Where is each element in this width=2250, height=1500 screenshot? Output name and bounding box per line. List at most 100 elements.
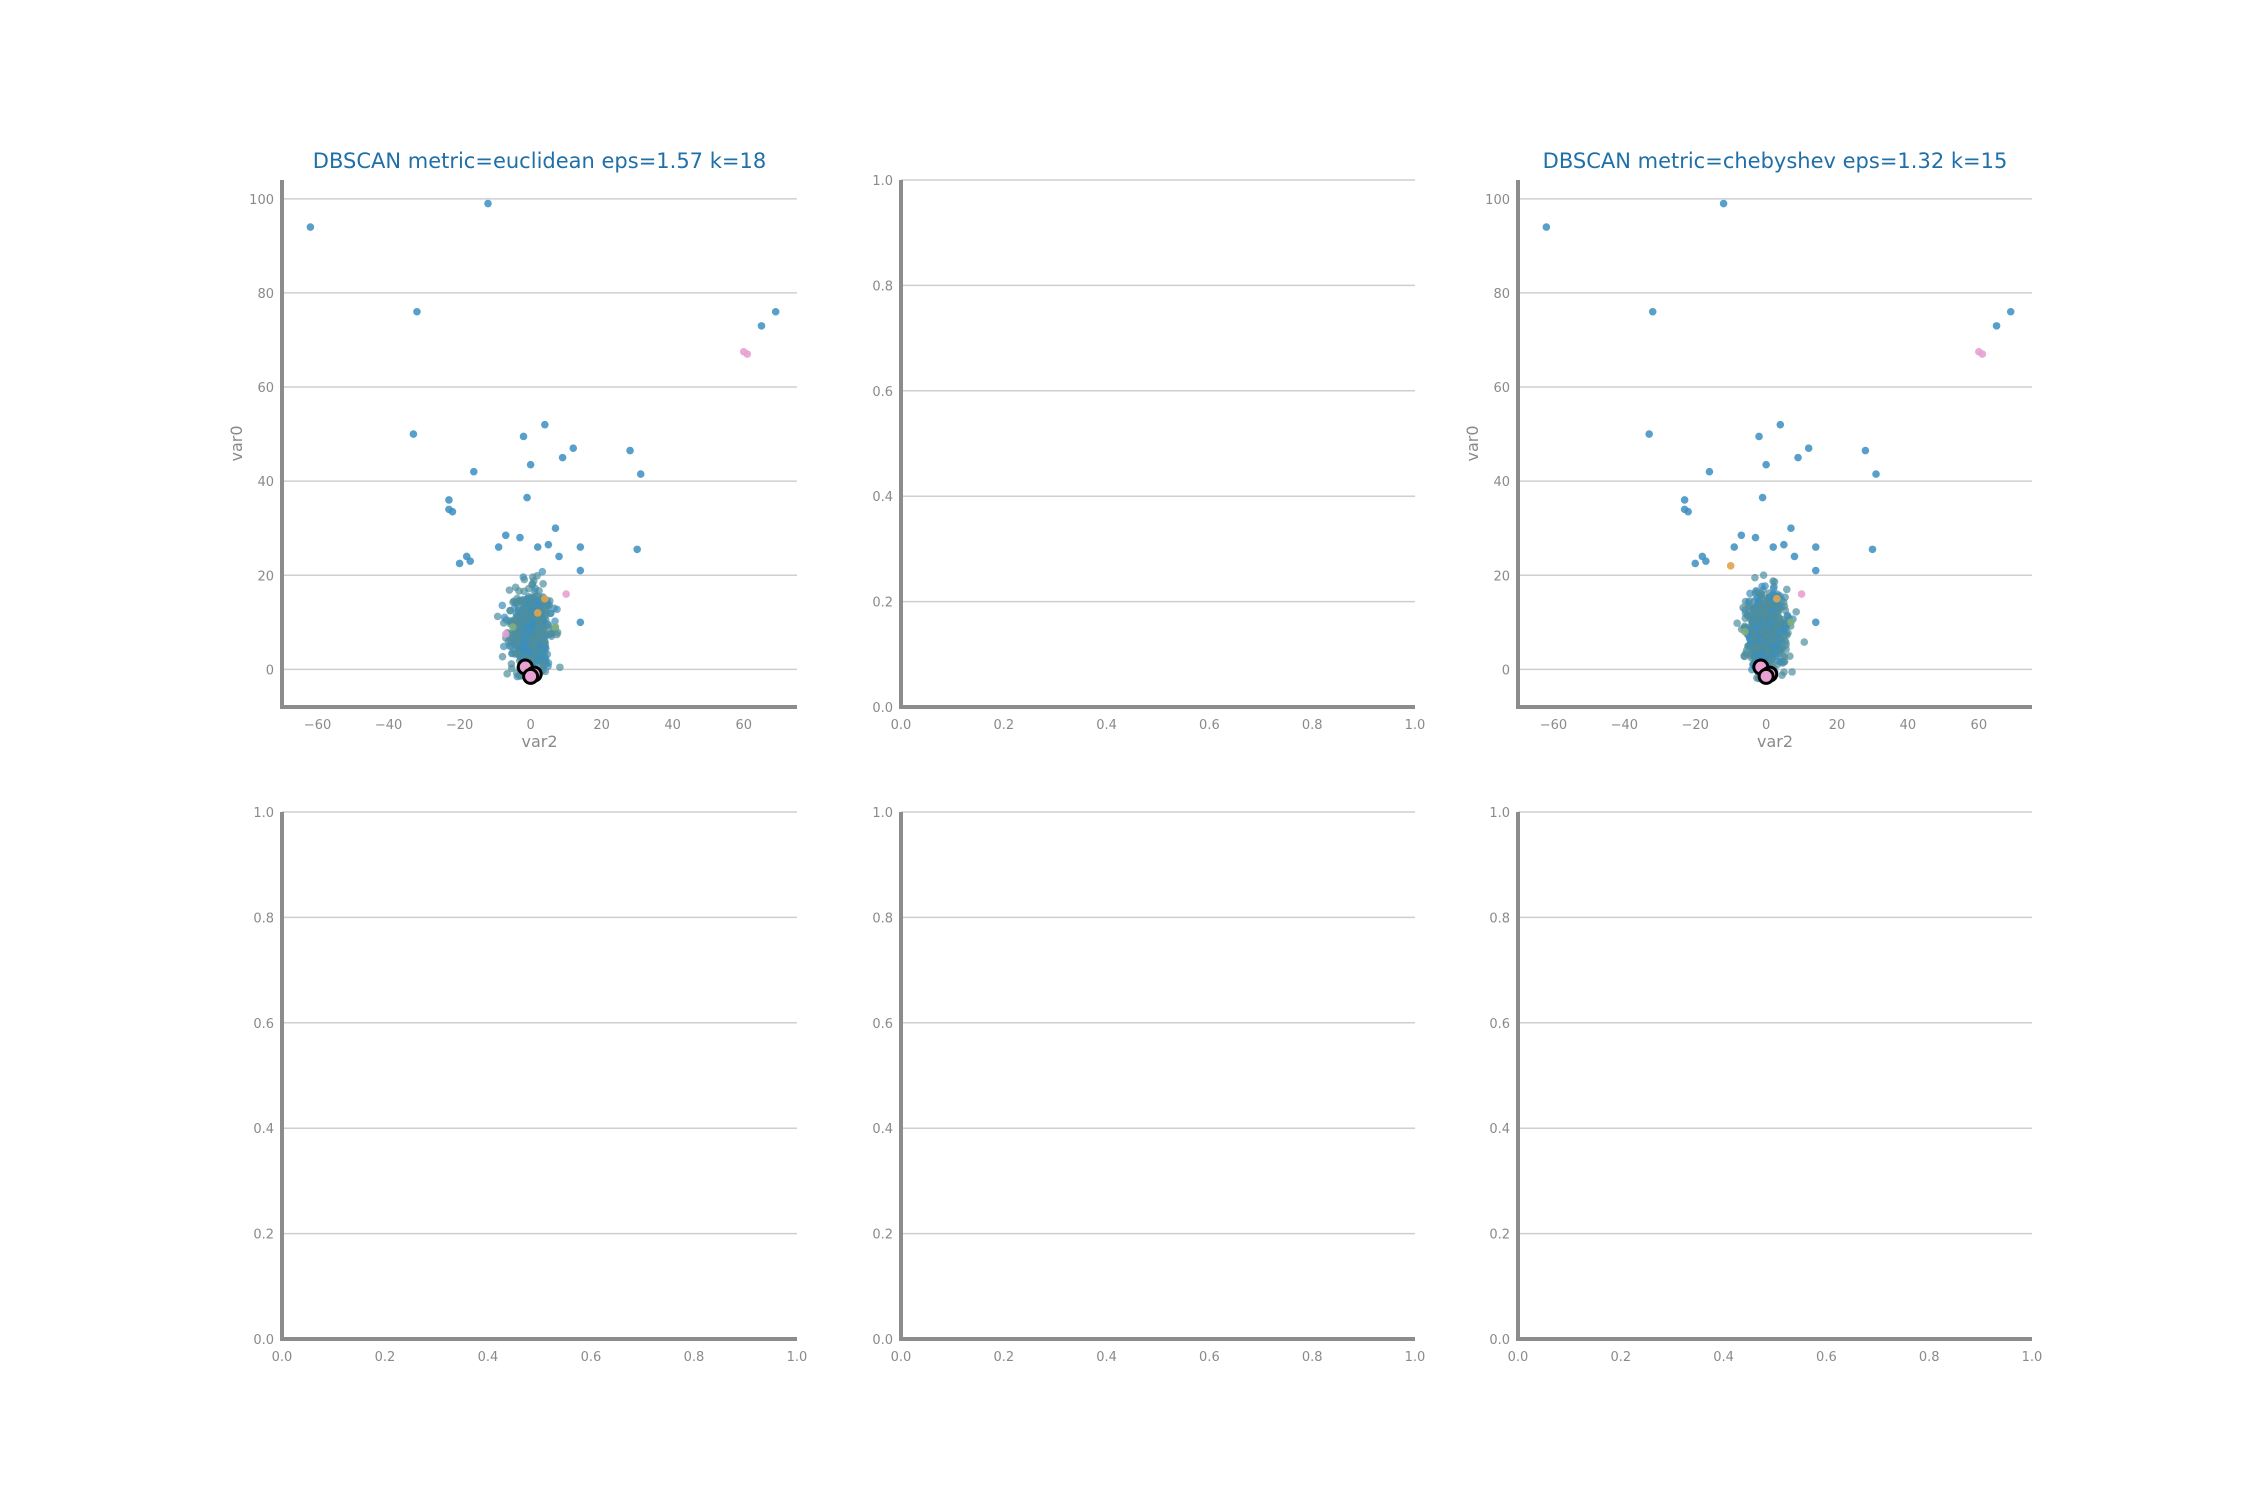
x-tick-label: 1.0 bbox=[1405, 718, 1426, 733]
data-point bbox=[504, 637, 513, 646]
data-point bbox=[1680, 496, 1689, 504]
x-tick-label: 0.2 bbox=[1610, 1350, 1631, 1365]
data-point bbox=[506, 606, 515, 615]
data-point bbox=[1783, 585, 1791, 594]
y-tick-label: 20 bbox=[1493, 569, 1510, 584]
data-point bbox=[469, 467, 478, 476]
data-point bbox=[1762, 460, 1770, 469]
data-point bbox=[626, 446, 634, 455]
y-tick-label: 20 bbox=[257, 569, 274, 584]
data-point bbox=[507, 660, 516, 668]
data-point bbox=[1811, 566, 1820, 575]
data-point bbox=[1773, 661, 1781, 669]
x-tick-label: 0.8 bbox=[1302, 718, 1323, 733]
data-point bbox=[1705, 467, 1714, 476]
x-tick-label: −60 bbox=[1540, 718, 1567, 733]
y-tick-label: 0.6 bbox=[1489, 1017, 1510, 1032]
data-point bbox=[1759, 571, 1768, 579]
data-point bbox=[1751, 533, 1760, 542]
data-point bbox=[541, 667, 550, 676]
x-tick-label: 0.8 bbox=[1919, 1350, 1940, 1365]
data-point bbox=[576, 618, 585, 627]
x-tick-label: 0.6 bbox=[581, 1350, 602, 1365]
x-tick-label: 0.0 bbox=[272, 1350, 293, 1365]
y-tick-label: 0.4 bbox=[253, 1122, 274, 1137]
data-point bbox=[1741, 614, 1750, 623]
x-tick-label: 40 bbox=[664, 718, 681, 733]
data-point bbox=[1992, 322, 2001, 330]
x-tick-label: 0.0 bbox=[891, 1350, 912, 1365]
y-tick-label: 60 bbox=[1493, 381, 1510, 396]
data-point bbox=[569, 444, 578, 453]
x-tick-label: 0.6 bbox=[1199, 718, 1220, 733]
data-point bbox=[1779, 598, 1788, 607]
data-point bbox=[1748, 643, 1757, 651]
data-point bbox=[1775, 613, 1783, 622]
x-tick-label: 0.8 bbox=[1302, 1350, 1323, 1365]
data-point bbox=[528, 580, 537, 588]
centroid-marker bbox=[1757, 667, 1775, 685]
data-point bbox=[1758, 493, 1767, 502]
data-point bbox=[520, 587, 528, 596]
data-point bbox=[1730, 543, 1739, 551]
data-point bbox=[1747, 653, 1755, 662]
data-point bbox=[1783, 631, 1791, 639]
subplot-4: 0.0 0.2 0.4 0.6 0.8 1.0 0.0 0.2 0.4 0.6 0.8 1.0 bbox=[253, 806, 807, 1365]
data-point bbox=[1780, 540, 1788, 549]
x-tick-label: −60 bbox=[304, 718, 331, 733]
x-tick-label: 0.4 bbox=[1096, 1350, 1117, 1365]
data-point bbox=[1788, 668, 1796, 676]
data-point bbox=[1769, 577, 1777, 585]
cluster-point-orange bbox=[1772, 594, 1781, 603]
data-point bbox=[558, 453, 567, 462]
data-point bbox=[1752, 622, 1761, 631]
x-tick-label: 0.4 bbox=[478, 1350, 499, 1365]
data-point bbox=[445, 496, 453, 504]
data-point bbox=[757, 322, 766, 330]
y-tick-label: 0 bbox=[266, 663, 274, 678]
cluster-point-green bbox=[1787, 618, 1795, 627]
cluster-point-green bbox=[509, 623, 517, 631]
x-tick-label: 0.4 bbox=[1096, 718, 1117, 733]
data-point bbox=[499, 642, 508, 651]
y-tick-label: 0.4 bbox=[872, 1122, 893, 1137]
data-point bbox=[1691, 559, 1700, 568]
subplot-2: 0.0 0.2 0.4 0.6 0.8 1.0 0.0 0.2 0.4 0.6 0.8 1.0 bbox=[872, 174, 1425, 733]
data-point bbox=[1751, 573, 1759, 582]
y-tick-label: 0.8 bbox=[872, 911, 893, 926]
y-tick-label: 0.2 bbox=[253, 1228, 274, 1243]
data-point bbox=[541, 629, 549, 638]
data-point bbox=[1790, 552, 1799, 561]
data-point bbox=[1733, 619, 1741, 627]
data-point bbox=[551, 617, 559, 626]
y-tick-label: 0 bbox=[1502, 663, 1510, 678]
subplot-title: DBSCAN metric=chebyshev eps=1.32 k=15 bbox=[1543, 149, 2008, 173]
y-tick-label: 0.8 bbox=[253, 911, 274, 926]
data-point bbox=[466, 557, 475, 565]
data-point bbox=[539, 579, 547, 588]
x-tick-label: 20 bbox=[1829, 718, 1846, 733]
data-point bbox=[1757, 590, 1766, 598]
centroid-marker bbox=[522, 667, 540, 685]
data-point bbox=[1861, 446, 1870, 455]
data-point bbox=[1645, 430, 1653, 438]
x-tick-label: 0 bbox=[526, 718, 534, 733]
y-tick-label: 60 bbox=[257, 381, 274, 396]
y-tick-label: 40 bbox=[257, 475, 274, 490]
subplot-6: 0.0 0.2 0.4 0.6 0.8 1.0 0.0 0.2 0.4 0.6 0.8 1.0 bbox=[1489, 806, 2042, 1365]
cluster-point-green bbox=[1741, 627, 1749, 636]
data-point bbox=[516, 533, 524, 542]
data-point bbox=[518, 641, 527, 649]
y-tick-label: 0.2 bbox=[872, 596, 893, 611]
x-tick-label: 0.2 bbox=[993, 718, 1014, 733]
data-point bbox=[1773, 641, 1782, 650]
data-point bbox=[1872, 470, 1880, 478]
y-tick-label: 80 bbox=[1493, 287, 1510, 302]
y-tick-label: 100 bbox=[249, 193, 274, 208]
data-point bbox=[1769, 626, 1777, 635]
data-point bbox=[1762, 629, 1771, 637]
y-tick-label: 0.0 bbox=[253, 1333, 274, 1348]
data-point bbox=[510, 616, 519, 625]
data-point bbox=[1762, 621, 1771, 630]
subplot-1: 0 20 40 60 80 100 −60 −40 −20 0 20 40 60 DBSCAN metri… bbox=[227, 149, 797, 751]
